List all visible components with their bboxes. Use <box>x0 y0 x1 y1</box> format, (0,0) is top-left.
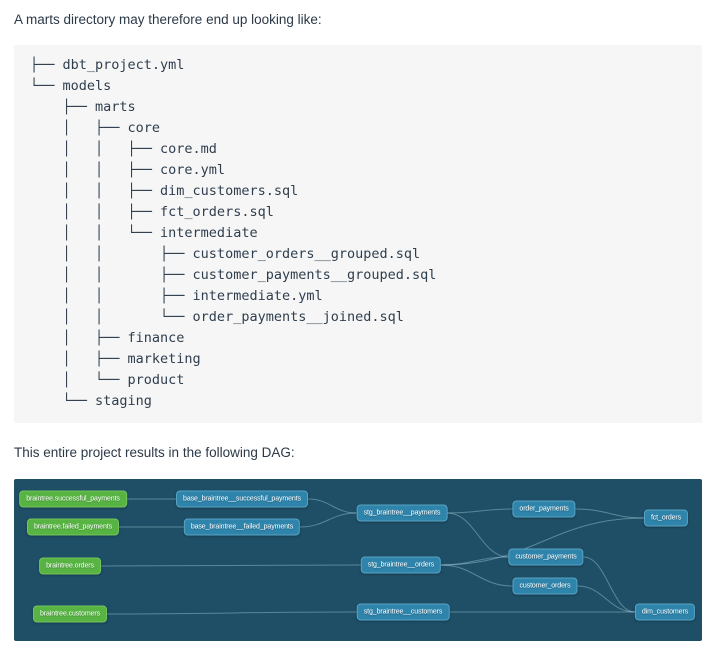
dag-node-customer_payments: customer_payments <box>508 548 584 566</box>
dag-edge-base_braintree__successful_payments--stg_braintree__payments <box>307 498 357 514</box>
dag-node-fct_orders: fct_orders <box>643 509 689 527</box>
dag-node-braintree.orders: braintree.orders <box>39 557 101 575</box>
dag-edge-stg_braintree__orders--customer_payments <box>440 556 509 566</box>
dag-edge-customer_payments--dim_customers <box>583 556 636 613</box>
dag-edge-braintree.orders--stg_braintree__orders <box>100 564 362 567</box>
dag-edge-base_braintree__failed_payments--stg_braintree__payments <box>299 512 357 528</box>
dag-edge-braintree.customers--stg_braintree__customers <box>106 611 357 615</box>
dag-edges-layer <box>100 498 645 615</box>
dag-node-customer_orders: customer_orders <box>512 577 578 595</box>
dag-node-stg_braintree__payments: stg_braintree__payments <box>356 504 448 522</box>
dag-node-base_braintree__failed_payments: base_braintree__failed_payments <box>183 518 301 536</box>
intro-paragraph: A marts directory may therefore end up l… <box>14 12 322 27</box>
dag-edge-stg_braintree__orders--fct_orders <box>440 517 645 566</box>
dag-edge-customer_orders--dim_customers <box>577 585 636 613</box>
dag-edge-stg_braintree__payments--order_payments <box>447 508 513 514</box>
dag-edge-stg_braintree__orders--customer_orders <box>440 564 513 587</box>
dag-node-order_payments: order_payments <box>512 500 576 518</box>
dag-intro-paragraph: This entire project results in the follo… <box>14 445 295 461</box>
dag-node-braintree.failed_payments: braintree.failed_payments <box>26 518 120 536</box>
dag-node-braintree.customers: braintree.customers <box>33 605 107 623</box>
dag-diagram-image: braintree.successful_payments base_braint… <box>14 479 702 642</box>
dag-node-base_braintree__successful_payments: base_braintree__successful_payments <box>176 490 308 508</box>
dag-node-dim_customers: dim_customers <box>634 603 696 621</box>
dag-node-stg_braintree__customers: stg_braintree__customers <box>356 603 450 621</box>
dag-edge-stg_braintree__payments--customer_payments <box>447 512 509 558</box>
directory-tree-code-block: ├── dbt_project.yml └── models ├── marts… <box>14 45 702 424</box>
dag-node-braintree.successful_payments: braintree.successful_payments <box>19 490 127 508</box>
dag-edge-order_payments--fct_orders <box>575 508 645 519</box>
dag-node-stg_braintree__orders: stg_braintree__orders <box>360 556 442 574</box>
